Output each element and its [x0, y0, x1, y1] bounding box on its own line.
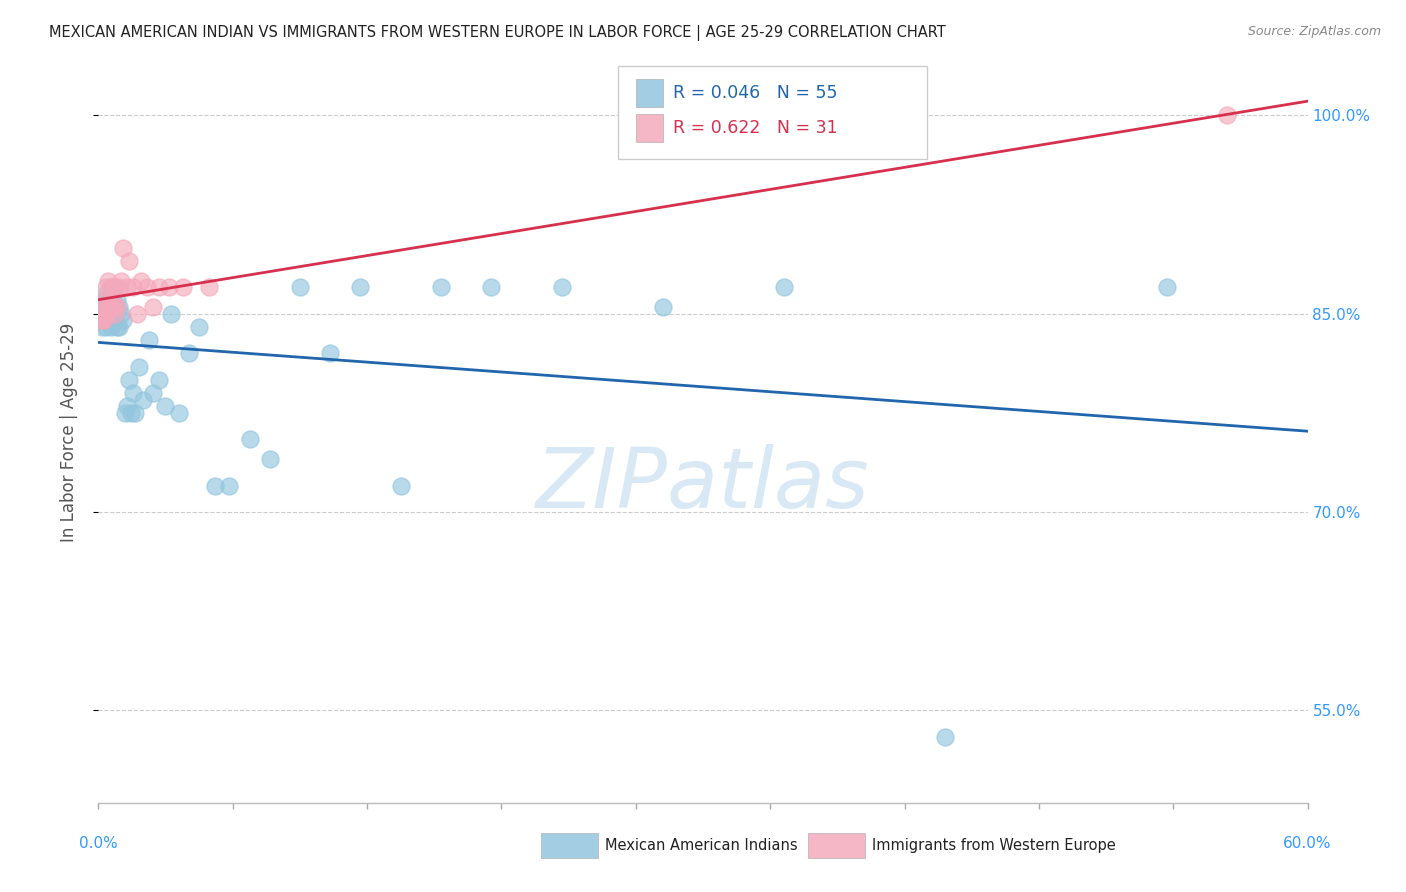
Point [101, 293, 124, 308]
Point [651, 300, 673, 314]
Point [93, 313, 115, 327]
Text: 0.0%: 0.0% [79, 836, 118, 851]
Point [91, 313, 114, 327]
Point [430, 280, 453, 294]
Point [121, 386, 143, 401]
Text: R = 0.046   N = 55: R = 0.046 N = 55 [672, 84, 837, 102]
Point [118, 253, 141, 268]
Point [1156, 280, 1178, 294]
Point [93, 313, 115, 327]
Point [167, 406, 190, 420]
Point [239, 432, 262, 446]
Point [772, 280, 794, 294]
Point [138, 333, 160, 347]
Point [160, 307, 183, 321]
Point [142, 300, 165, 314]
Point [91, 300, 114, 314]
Point [107, 300, 129, 314]
Point [349, 280, 371, 294]
Text: 60.0%: 60.0% [1284, 836, 1331, 851]
Point [91, 300, 114, 314]
Point [204, 478, 226, 492]
Point [96, 307, 118, 321]
Point [1216, 108, 1239, 122]
Point [91, 319, 114, 334]
Point [100, 280, 122, 294]
Point [142, 386, 165, 401]
Point [101, 293, 124, 308]
Point [107, 319, 129, 334]
Point [259, 452, 281, 467]
Point [100, 300, 122, 314]
Y-axis label: In Labor Force | Age 25-29: In Labor Force | Age 25-29 [59, 323, 77, 542]
Point [105, 300, 128, 314]
Point [125, 307, 148, 321]
Point [172, 280, 194, 294]
Point [96, 300, 118, 314]
Point [100, 319, 122, 334]
Point [218, 478, 240, 492]
Text: Immigrants from Western Europe: Immigrants from Western Europe [872, 838, 1115, 853]
Point [89, 313, 111, 327]
Point [105, 293, 128, 308]
Point [288, 280, 311, 294]
Point [101, 280, 124, 294]
Point [103, 300, 125, 314]
Point [103, 307, 125, 321]
Point [389, 478, 412, 492]
Point [93, 293, 115, 308]
Point [118, 373, 141, 387]
Point [101, 307, 124, 321]
Point [96, 280, 118, 294]
Point [132, 392, 155, 407]
Point [124, 406, 146, 420]
Point [128, 359, 150, 374]
FancyBboxPatch shape [637, 113, 664, 142]
Point [93, 307, 115, 321]
Point [157, 280, 180, 294]
Point [101, 300, 124, 314]
Point [96, 319, 118, 334]
Point [135, 280, 157, 294]
Point [319, 346, 342, 360]
Point [97, 300, 120, 314]
Point [111, 313, 134, 327]
FancyBboxPatch shape [619, 66, 927, 159]
Point [93, 293, 115, 308]
Point [111, 240, 134, 255]
Point [114, 406, 136, 420]
Point [110, 307, 132, 321]
Point [120, 406, 142, 420]
Point [105, 319, 128, 334]
Text: Source: ZipAtlas.com: Source: ZipAtlas.com [1247, 25, 1381, 38]
Text: MEXICAN AMERICAN INDIAN VS IMMIGRANTS FROM WESTERN EUROPE IN LABOR FORCE | AGE 2: MEXICAN AMERICAN INDIAN VS IMMIGRANTS FR… [49, 25, 946, 41]
Point [96, 286, 118, 301]
Point [551, 280, 574, 294]
Point [97, 300, 120, 314]
Point [107, 280, 129, 294]
Point [148, 280, 170, 294]
Point [115, 280, 138, 294]
Point [89, 313, 111, 327]
Point [148, 373, 170, 387]
Point [198, 280, 221, 294]
Point [153, 399, 176, 413]
Point [188, 319, 211, 334]
Text: Mexican American Indians: Mexican American Indians [605, 838, 797, 853]
Point [481, 280, 503, 294]
FancyBboxPatch shape [637, 78, 664, 107]
Point [934, 730, 956, 744]
Text: R = 0.622   N = 31: R = 0.622 N = 31 [672, 119, 838, 136]
Point [103, 280, 125, 294]
Point [121, 280, 143, 294]
Point [110, 274, 132, 288]
Point [115, 399, 138, 413]
Text: ZIPatlas: ZIPatlas [536, 444, 870, 525]
Point [97, 274, 120, 288]
Point [129, 274, 152, 288]
Point [103, 313, 125, 327]
Point [100, 280, 122, 294]
Point [97, 313, 120, 327]
Point [179, 346, 201, 360]
